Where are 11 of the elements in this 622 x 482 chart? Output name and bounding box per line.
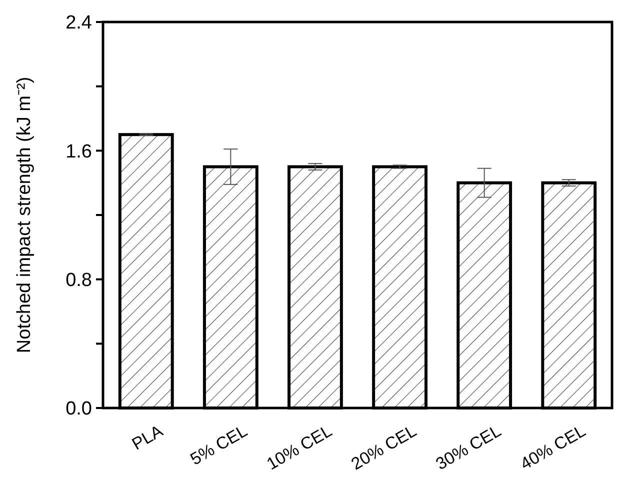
y-tick-label: 0.8: [66, 270, 92, 291]
x-tick-label: 20% CEL: [348, 421, 420, 474]
y-axis-title: Notched impact strength (kJ m⁻²): [14, 76, 35, 354]
x-tick-label: 40% CEL: [517, 421, 589, 474]
y-tick-label: 1.6: [66, 141, 92, 162]
x-tick-label: 5% CEL: [187, 421, 251, 469]
y-tick-label: 0.0: [66, 398, 92, 420]
x-tick-label: 30% CEL: [432, 421, 504, 474]
x-tick-label: 10% CEL: [263, 421, 336, 474]
y-tick-label: 2.4: [66, 12, 92, 34]
x-tick-label: PLA: [128, 420, 167, 454]
